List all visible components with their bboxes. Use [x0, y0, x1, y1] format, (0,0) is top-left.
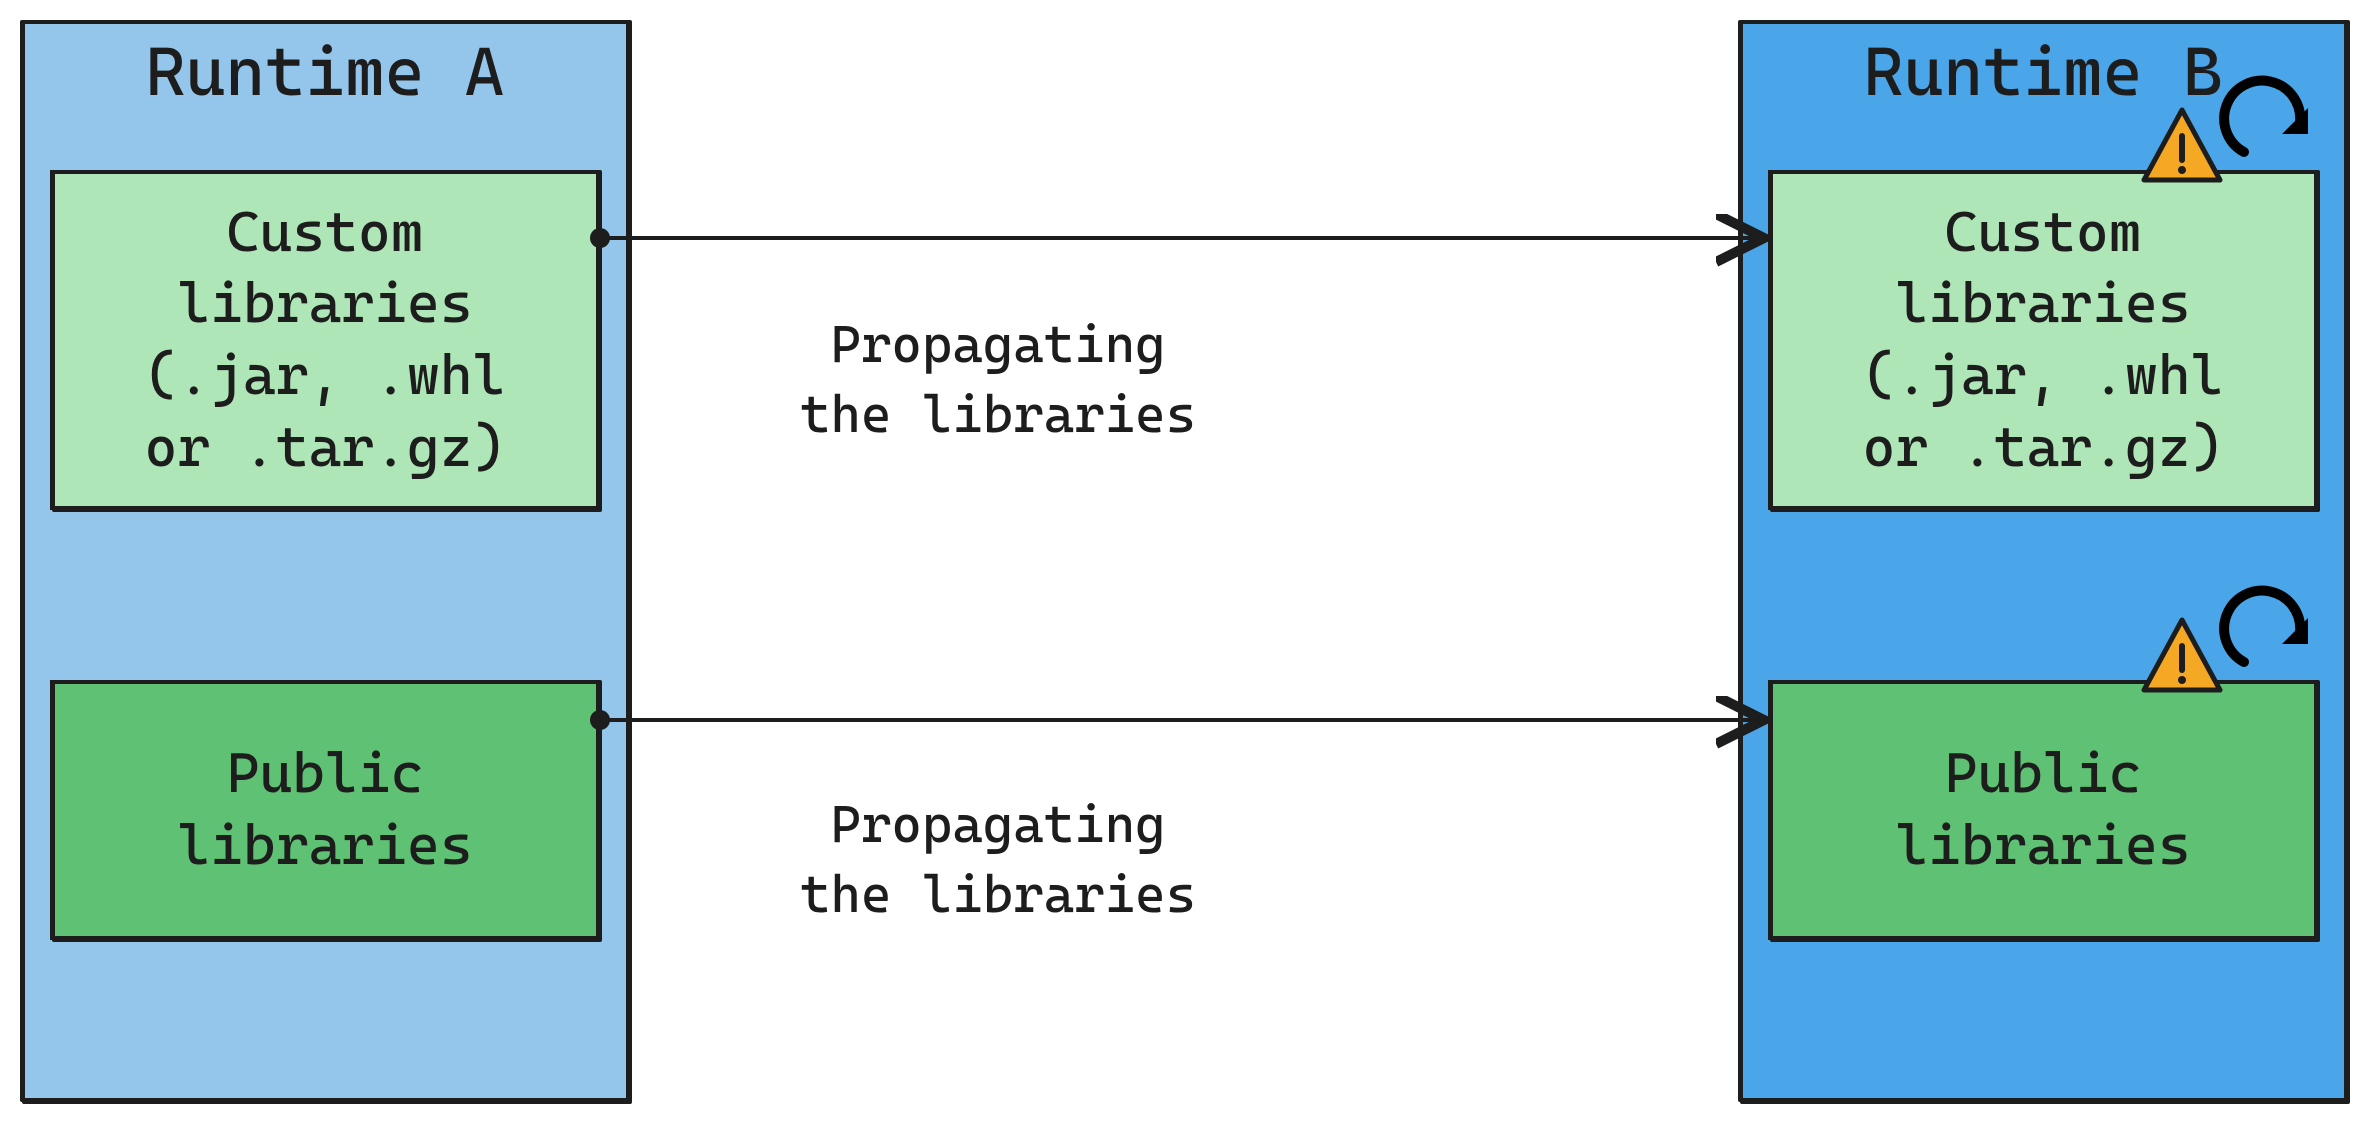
runtime-b-public-libraries-text: Public libraries [1895, 738, 2190, 881]
runtime-a-custom-libraries-box: Custom libraries (.jar, .whl or .tar.gz) [50, 170, 600, 510]
runtime-b-custom-libraries-box: Custom libraries (.jar, .whl or .tar.gz) [1768, 170, 2318, 510]
runtime-a-custom-libraries-text: Custom libraries (.jar, .whl or .tar.gz) [145, 197, 506, 484]
runtime-a-public-libraries-box: Public libraries [50, 680, 600, 940]
runtime-b-public-libraries-box: Public libraries [1768, 680, 2318, 940]
runtime-a-title: Runtime A [24, 32, 626, 111]
arrow-public-libraries [590, 710, 1760, 730]
arrow-label-custom: Propagating the libraries [800, 310, 1196, 450]
runtime-b-title: Runtime B [1742, 32, 2344, 111]
runtime-b-custom-libraries-text: Custom libraries (.jar, .whl or .tar.gz) [1863, 197, 2224, 484]
runtime-a-public-libraries-text: Public libraries [177, 738, 472, 881]
arrow-label-public: Propagating the libraries [800, 790, 1196, 930]
arrow-custom-libraries [590, 228, 1760, 248]
